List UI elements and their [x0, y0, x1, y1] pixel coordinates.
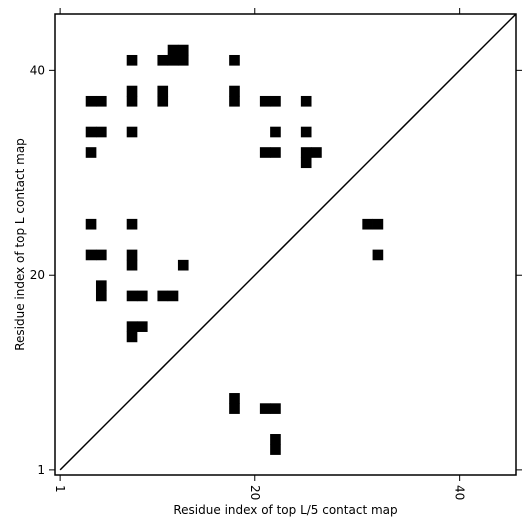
contact-cell-top-l	[157, 54, 169, 66]
contact-cell-top-l5	[362, 218, 373, 230]
contact-cell-top-l	[85, 249, 97, 261]
contact-cell-top-l	[126, 218, 138, 230]
contact-cell-top-l	[126, 54, 138, 66]
contact-cell-top-l	[157, 290, 169, 302]
x-tick-label: 40	[453, 485, 467, 500]
contact-cell-top-l	[157, 95, 169, 107]
contact-cell-top-l	[311, 147, 322, 158]
contact-cell-top-l	[300, 126, 312, 138]
y-tick-label: 20	[30, 268, 45, 282]
contact-cell-top-l	[85, 218, 97, 230]
contact-cell-top-l5	[270, 434, 281, 445]
x-tick-label: 1	[53, 485, 67, 493]
contact-cell-top-l	[300, 147, 312, 158]
diagonal-line	[59, 13, 517, 471]
contact-cell-top-l	[95, 126, 107, 138]
contact-cell-top-l5	[372, 249, 384, 261]
contact-cell-top-l	[136, 290, 148, 302]
contact-cell-top-l	[126, 95, 138, 107]
contact-cell-top-l	[126, 126, 138, 138]
contact-cell-top-l	[177, 44, 189, 56]
contact-cell-top-l	[95, 249, 107, 261]
contact-cell-top-l5	[259, 403, 271, 414]
y-tick-label: 40	[30, 63, 45, 77]
y-axis-title: Residue index of top L contact map	[13, 138, 27, 351]
contact-cell-top-l	[126, 85, 138, 97]
contact-cell-top-l	[300, 95, 312, 107]
contact-cell-top-l5	[372, 218, 384, 230]
contact-cell-top-l	[229, 95, 240, 107]
contact-cell-top-l	[270, 95, 281, 107]
contact-cell-top-l	[95, 95, 107, 107]
contact-cell-top-l	[229, 54, 240, 66]
contact-cell-top-l	[229, 85, 240, 97]
contact-cell-top-l	[126, 290, 138, 302]
contact-cell-top-l	[85, 147, 97, 158]
contact-cell-top-l	[126, 321, 138, 332]
contact-cell-top-l	[126, 259, 138, 271]
contact-cell-top-l5	[270, 403, 281, 414]
contact-cell-top-l	[136, 321, 148, 332]
contact-cell-top-l5	[270, 444, 281, 455]
contact-cell-top-l	[126, 331, 138, 343]
y-tick-label: 1	[37, 463, 45, 477]
contact-cell-top-l	[259, 95, 271, 107]
contact-cell-top-l	[270, 147, 281, 158]
x-axis-title: Residue index of top L/5 contact map	[173, 503, 397, 517]
contact-cell-top-l	[300, 157, 312, 169]
contact-cell-top-l	[167, 44, 179, 56]
contact-cell-top-l	[85, 95, 97, 107]
contact-cell-top-l	[126, 249, 138, 261]
x-tick-label: 20	[248, 485, 262, 500]
contact-cell-top-l	[270, 126, 281, 138]
plot-frame	[54, 13, 517, 476]
contact-cell-top-l	[167, 290, 179, 302]
contact-cell-top-l	[177, 259, 189, 271]
contact-cell-top-l	[157, 85, 169, 97]
contact-cell-top-l	[259, 147, 271, 158]
contact-cell-top-l	[95, 280, 107, 291]
contact-cell-top-l	[177, 54, 189, 66]
axis-ticks: 1 20 40 1 20 40	[30, 8, 522, 500]
contact-cell-top-l	[85, 126, 97, 138]
contact-cells	[85, 44, 384, 455]
contact-cell-top-l	[95, 290, 107, 302]
contact-cell-top-l5	[229, 403, 240, 414]
contact-cell-top-l5	[229, 393, 240, 404]
contact-cell-top-l	[167, 54, 179, 66]
